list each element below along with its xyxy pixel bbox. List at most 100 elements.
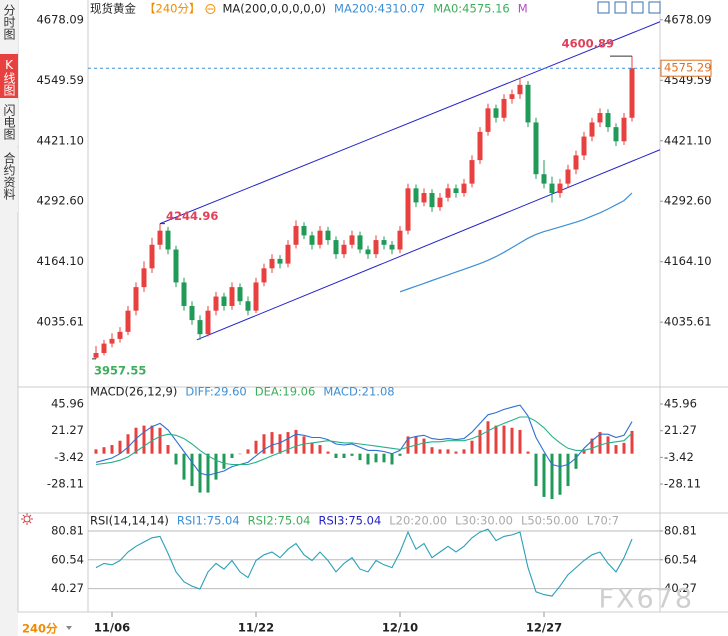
- candle-body: [317, 230, 323, 245]
- icon[interactable]: [597, 1, 610, 14]
- panel-header: DIFF:29.60: [185, 385, 246, 399]
- panel-header: M: [518, 2, 528, 16]
- macd-bar: [510, 427, 514, 454]
- macd-bar: [438, 449, 442, 454]
- macd-bar: [382, 453, 386, 463]
- macd-bar: [238, 453, 242, 455]
- candle-body: [565, 169, 571, 184]
- y-tick-label: 4035.61: [36, 315, 84, 329]
- macd-bar: [446, 449, 450, 454]
- sidebar-tab[interactable]: [0, 0, 18, 52]
- y-tick-label: -3.42: [664, 450, 694, 464]
- sidebar-tab[interactable]: [0, 54, 18, 98]
- macd-bar: [126, 434, 130, 454]
- candle-body: [189, 305, 195, 321]
- header-icon[interactable]: [205, 4, 216, 14]
- macd-bar: [566, 453, 570, 487]
- macd-bar: [614, 445, 618, 454]
- macd-bar: [326, 451, 330, 454]
- candle-body: [429, 193, 435, 208]
- panel-header: L20:20.00: [389, 514, 447, 528]
- macd-bar: [310, 442, 314, 454]
- trend-line: [159, 21, 661, 225]
- candle-body: [357, 235, 363, 250]
- macd-bar: [518, 429, 522, 454]
- candle-body: [453, 188, 459, 194]
- icon[interactable]: [648, 1, 661, 14]
- candle-body: [141, 268, 147, 288]
- macd-bar: [398, 453, 402, 456]
- panel-header: 【240分】: [144, 2, 200, 16]
- macd-bar: [422, 438, 426, 454]
- candle-body: [365, 249, 371, 255]
- icon[interactable]: [23, 515, 31, 523]
- y-tick-label: 4549.59: [36, 73, 84, 87]
- macd-bar: [254, 440, 258, 454]
- candle-body: [125, 310, 131, 332]
- candle-body: [333, 240, 339, 255]
- candle-body: [413, 188, 419, 203]
- candle-body: [205, 310, 211, 335]
- candle-body: [389, 244, 395, 250]
- macd-bar: [366, 453, 370, 465]
- y-tick-label: 21.27: [664, 423, 697, 437]
- y-tick-label: 4678.09: [664, 12, 712, 26]
- macd-bar: [278, 434, 282, 454]
- macd-bar: [230, 453, 234, 459]
- sidebar-tab[interactable]: [0, 148, 18, 212]
- toolbar-icons[interactable]: [597, 1, 661, 14]
- macd-bar: [342, 453, 346, 459]
- candle-body: [301, 225, 307, 236]
- macd-bar: [470, 440, 474, 454]
- current-price-box: [660, 59, 712, 77]
- candle-body: [469, 160, 475, 184]
- macd-bar: [94, 449, 98, 454]
- period-selector[interactable]: 240分: [22, 622, 58, 636]
- y-tick-label: 4421.10: [664, 133, 712, 147]
- macd-bar: [550, 453, 554, 500]
- icon[interactable]: [631, 1, 644, 14]
- candle-body: [173, 249, 179, 283]
- sidebar-tab-label[interactable]: 分时图: [2, 4, 16, 40]
- macd-bar: [542, 453, 546, 497]
- candle-body: [613, 127, 619, 142]
- settings-icon[interactable]: [21, 513, 33, 525]
- candle-body: [341, 244, 347, 255]
- sidebar-tab[interactable]: [0, 100, 18, 146]
- candle-body: [533, 122, 539, 175]
- y-tick-label: 60.54: [51, 552, 84, 566]
- macd-bar: [462, 449, 466, 454]
- candle-body: [493, 108, 499, 118]
- panel-header: RSI2:75.04: [248, 514, 311, 528]
- panel-header: RSI3:75.04: [318, 514, 381, 528]
- panel-header: MA200:4310.07: [334, 2, 425, 16]
- y-tick-label: 60.54: [664, 552, 697, 566]
- macd-bar: [390, 453, 394, 465]
- current-price-label: 4575.29: [664, 61, 712, 75]
- y-tick-label: 4421.10: [36, 133, 84, 147]
- macd-bar: [454, 451, 458, 454]
- y-tick-label: 21.27: [51, 423, 84, 437]
- dropdown-arrow[interactable]: [66, 626, 72, 630]
- sidebar-tab-label[interactable]: 闪电图: [2, 104, 16, 140]
- icon[interactable]: [614, 1, 627, 14]
- y-tick-label: 4292.60: [664, 194, 712, 208]
- macd-bar: [350, 453, 354, 456]
- rsi-line: [95, 528, 633, 597]
- sidebar-tab-label[interactable]: 合约资料: [2, 151, 16, 200]
- candle-body: [93, 353, 99, 358]
- macd-bar: [246, 449, 250, 454]
- candle-body: [621, 117, 627, 142]
- x-tick-label: 11/06: [94, 621, 130, 635]
- candle-body: [597, 113, 603, 123]
- macd-bar: [158, 427, 162, 454]
- y-tick-label: 40.27: [51, 581, 84, 595]
- icon[interactable]: [21, 513, 33, 525]
- candle-body: [221, 296, 227, 306]
- extreme-label: 4244.96: [166, 209, 218, 223]
- sidebar-tab-label[interactable]: K线图: [2, 58, 16, 96]
- panel-header: MA(200,0,0,0,0,0): [222, 2, 326, 16]
- trend-line: [196, 149, 661, 341]
